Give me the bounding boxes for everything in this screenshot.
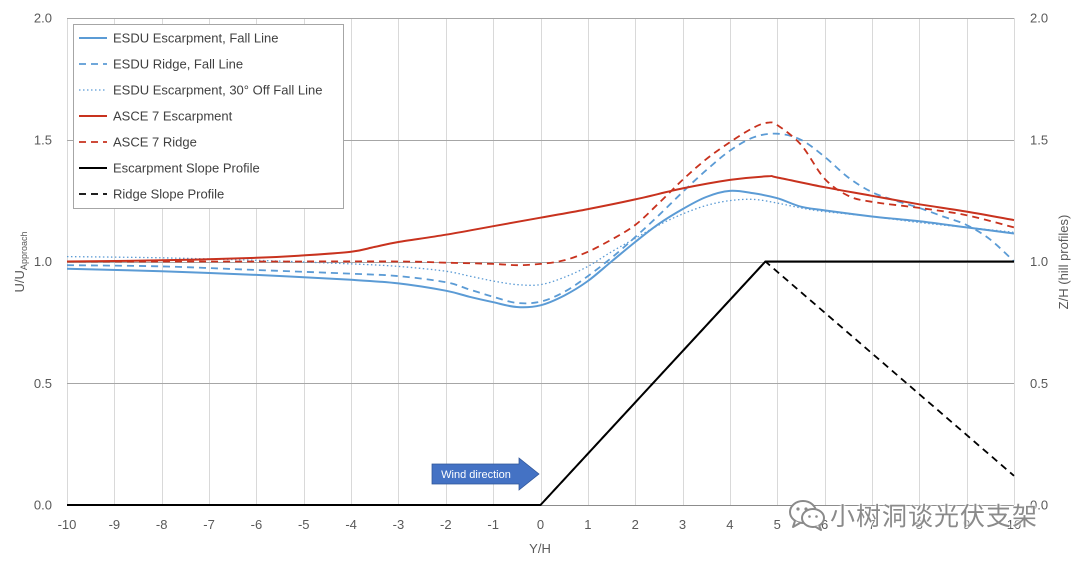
y2-tick-label: 1.0 bbox=[1030, 254, 1048, 269]
wind-direction-arrow bbox=[431, 457, 540, 491]
x-tick-label: 3 bbox=[679, 517, 686, 532]
x-tick-label: -5 bbox=[298, 517, 310, 532]
legend-entry: Escarpment Slope Profile bbox=[79, 161, 260, 176]
x-tick-label: 2 bbox=[632, 517, 639, 532]
series-line-esdu-escarpment-fall-line bbox=[66, 189, 1015, 309]
x-tick-label: 9 bbox=[963, 517, 970, 532]
x-tick-label: -1 bbox=[487, 517, 499, 532]
y-tick-label: 2.0 bbox=[34, 11, 52, 26]
x-tick-label: 5 bbox=[774, 517, 781, 532]
x-tick-label: -4 bbox=[345, 517, 357, 532]
legend-box bbox=[73, 24, 344, 209]
x-tick-label: 6 bbox=[821, 517, 828, 532]
series-line-asce-7-escarpment bbox=[66, 175, 1015, 263]
y-tick-label: 0.5 bbox=[34, 376, 52, 391]
tick-labels: -10 -9 -8 -7 -6 -5 -4 -3 -2 -1 0 1 2 3 4 5 6 7 8 9 100.0 0.00… bbox=[34, 11, 1048, 533]
y-axis-title-subscript: Approach bbox=[19, 232, 29, 271]
legend-entry: Ridge Slope Profile bbox=[79, 187, 224, 202]
series-lines bbox=[66, 121, 1015, 506]
series-line-esdu-ridge-fall-line bbox=[66, 132, 1015, 305]
y2-tick-label: 1.5 bbox=[1030, 132, 1048, 147]
legend-entry: ESDU Escarpment, 30° Off Fall Line bbox=[79, 83, 322, 98]
legend-entry: ESDU Escarpment, Fall Line bbox=[79, 31, 278, 46]
x-tick-label: -9 bbox=[109, 517, 121, 532]
y-tick-label: 0.0 bbox=[34, 498, 52, 513]
y2-tick-label: 0.5 bbox=[1030, 376, 1048, 391]
legend: ESDU Escarpment, Fall Line ESDU Ridge, Fa… bbox=[73, 24, 344, 209]
x-tick-label: -7 bbox=[203, 517, 215, 532]
y2-axis-title: Z/H (hill profiles) bbox=[1056, 215, 1071, 310]
legend-label: ESDU Escarpment, 30° Off Fall Line bbox=[113, 83, 322, 98]
x-tick-label: 0 bbox=[537, 517, 544, 532]
x-tick-label: -2 bbox=[440, 517, 452, 532]
series-line-ridge-slope-profile bbox=[67, 260, 1015, 506]
x-tick-label: -6 bbox=[251, 517, 263, 532]
x-tick-label: 10 bbox=[1007, 517, 1021, 532]
legend-label: ESDU Ridge, Fall Line bbox=[113, 57, 243, 72]
legend-entry: ASCE 7 Escarpment bbox=[79, 109, 233, 124]
legend-label: ASCE 7 Ridge bbox=[113, 135, 197, 150]
y-tick-label: 1.5 bbox=[34, 132, 52, 147]
x-tick-label: 1 bbox=[584, 517, 591, 532]
x-tick-label: -3 bbox=[393, 517, 405, 532]
wind-direction-label: Wind direction bbox=[441, 469, 511, 481]
y2-tick-label: 2.0 bbox=[1030, 11, 1048, 26]
x-tick-label: -10 bbox=[58, 517, 77, 532]
x-tick-label: 7 bbox=[868, 517, 875, 532]
x-axis-title: Y/H bbox=[529, 541, 551, 556]
series-line-esdu-escarpment-30-off-fall-line bbox=[66, 198, 1015, 286]
legend-label: ESDU Escarpment, Fall Line bbox=[113, 31, 278, 46]
y2-tick-label: 0.0 bbox=[1030, 498, 1048, 513]
legend-entry: ESDU Ridge, Fall Line bbox=[79, 57, 243, 72]
wind-direction-annotation: Wind direction bbox=[431, 457, 540, 491]
y-axis-title-main: U/U bbox=[12, 270, 27, 292]
x-tick-label: 8 bbox=[916, 517, 923, 532]
series-line-asce-7-ridge bbox=[66, 121, 1015, 267]
legend-entry: ASCE 7 Ridge bbox=[79, 135, 197, 150]
legend-label: ASCE 7 Escarpment bbox=[113, 109, 233, 124]
legend-label: Ridge Slope Profile bbox=[113, 187, 224, 202]
y-axis-title: U/UApproach bbox=[12, 232, 29, 293]
x-tick-label: 4 bbox=[726, 517, 733, 532]
x-tick-label: -8 bbox=[156, 517, 168, 532]
legend-label: Escarpment Slope Profile bbox=[113, 161, 260, 176]
y-tick-label: 1.0 bbox=[34, 254, 52, 269]
